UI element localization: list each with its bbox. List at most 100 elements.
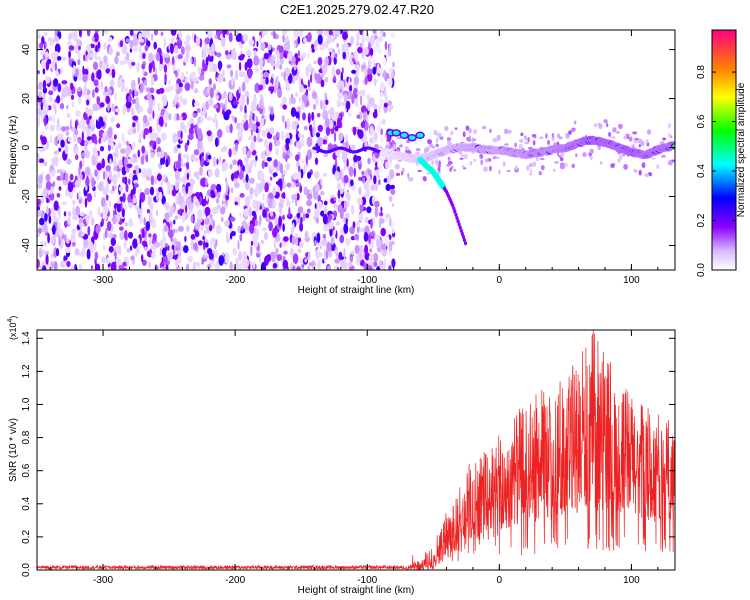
spectrogram-noise-cell (289, 151, 293, 158)
spectrogram-noise-cell (301, 134, 305, 140)
spectrogram-noise-cell (95, 224, 101, 234)
spectrogram-noise-cell (128, 202, 134, 209)
spectrogram-noise-cell (108, 246, 114, 253)
spectrogram-noise-cell (374, 200, 380, 208)
spectrogram-noise-cell (126, 248, 131, 253)
spectrogram-noise-cell (168, 79, 171, 86)
spectrogram-noise-cell (127, 231, 134, 239)
spectrogram-noise-cell (343, 223, 349, 235)
spectrogram-noise-cell (215, 183, 222, 194)
spectrogram-noise-cell (167, 186, 171, 195)
spectrogram-noise-cell (244, 156, 249, 163)
spectrogram-noise-cell (183, 125, 188, 134)
spectrogram-noise-cell (273, 159, 279, 168)
spectrogram-noise-cell (245, 181, 250, 191)
spectrogram-noise-cell (394, 163, 400, 170)
spectrogram-noise-cell (190, 123, 194, 130)
spectrogram-noise-cell (518, 139, 524, 143)
spectrogram-noise-cell (234, 142, 239, 152)
spectrogram-noise-cell (40, 101, 43, 111)
spectrogram-noise-cell (461, 165, 465, 168)
spectrogram-noise-cell (272, 262, 278, 269)
spectrogram-noise-cell (216, 128, 223, 138)
spectrogram-noise-cell (242, 145, 247, 156)
spectrogram-noise-cell (104, 170, 108, 180)
spectrogram-noise-cell (49, 207, 56, 214)
spectrogram-noise-cell (43, 40, 47, 50)
spectrogram-noise-cell (158, 186, 163, 193)
spectrogram-noise-cell (479, 153, 484, 159)
spectrogram-noise-cell (388, 241, 393, 252)
spectrogram-noise-cell (298, 165, 301, 173)
spectrogram-branch-cell (459, 228, 463, 233)
spectrogram-noise-cell (367, 68, 373, 75)
spectrogram-noise-cell (291, 122, 295, 131)
spectrogram-noise-cell (363, 46, 369, 56)
spectrogram-noise-cell (102, 90, 109, 97)
spectrogram-noise-cell (57, 56, 62, 61)
spectrogram-noise-cell (168, 113, 172, 121)
spectrogram-noise-cell (45, 180, 52, 191)
spectrogram-noise-cell (58, 147, 62, 152)
spectrogram-noise-cell (169, 85, 174, 92)
spectrogram-noise-cell (83, 54, 86, 62)
spectrogram-noise-cell (174, 215, 179, 220)
spectrogram-noise-cell (108, 71, 112, 78)
spectrogram-noise-cell (160, 181, 163, 187)
spectrogram-noise-cell (173, 145, 178, 154)
spectrogram-noise-cell (175, 266, 180, 270)
spectrogram-noise-cell (228, 148, 232, 158)
spectrogram-noise-cell (100, 80, 103, 90)
spectrogram-noise-cell (86, 248, 91, 260)
spectrogram-noise-cell (177, 54, 183, 60)
spectrogram-noise-cell (81, 131, 84, 142)
spectrogram-noise-cell (315, 183, 320, 193)
spectrogram-noise-cell (339, 227, 342, 236)
spectrogram-noise-cell (472, 129, 478, 135)
spectrogram-noise-cell (351, 206, 355, 215)
spectrogram-noise-cell (103, 42, 107, 51)
spectrogram-noise-cell (267, 44, 272, 51)
spectrogram-noise-cell (482, 126, 487, 130)
spectrogram-noise-cell (162, 266, 166, 270)
snr-plot-area[interactable] (37, 330, 675, 570)
spectrogram-noise-cell (616, 131, 620, 134)
spectrogram-noise-cell (146, 209, 151, 214)
spectrogram-noise-cell (427, 139, 432, 145)
spectrogram-noise-cell (284, 120, 287, 129)
spectrogram-noise-cell (297, 36, 301, 45)
spectrogram-noise-cell (313, 104, 316, 110)
spectrogram-noise-cell (93, 32, 99, 43)
spectrogram-noise-cell (199, 166, 203, 176)
spectrogram-noise-cell (137, 149, 141, 158)
spectrogram-noise-cell (216, 94, 219, 100)
spectrogram-noise-cell (353, 76, 359, 85)
spectrogram-noise-cell (272, 186, 277, 197)
spectrogram-marks (37, 30, 675, 270)
spectrogram-noise-cell (367, 169, 372, 175)
spectrogram-noise-cell (373, 77, 376, 87)
snr-y-tick-label: 1.2 (21, 364, 32, 378)
spectrogram-noise-cell (268, 142, 273, 152)
spectrogram-noise-cell (64, 172, 69, 182)
spectrogram-noise-cell (343, 174, 349, 184)
spectrogram-noise-cell (446, 164, 451, 167)
spectrogram-noise-cell (341, 80, 345, 92)
spectrogram-noise-cell (114, 184, 117, 191)
spectrogram-noise-cell (458, 151, 463, 155)
spectrogram-noise-cell (205, 153, 208, 163)
spectrogram-noise-cell (274, 216, 278, 227)
spectrogram-noise-cell (95, 45, 98, 53)
spectrogram-noise-cell (139, 198, 142, 210)
spectrogram-noise-cell (96, 96, 101, 105)
spectrogram-noise-cell (223, 77, 226, 82)
spectrogram-noise-cell (53, 150, 60, 155)
spectrogram-noise-cell (65, 247, 71, 254)
spectrogram-noise-cell (383, 178, 388, 183)
snr-panel: -300 -200 -100 0 100 0.0 0.2 0.4 0.6 0.8 1.0 1.2 1.… (7, 316, 676, 596)
spectrogram-noise-cell (75, 110, 81, 117)
spectrogram-noise-cell (354, 244, 360, 254)
spectrogram-noise-cell (252, 261, 256, 270)
spectrogram-noise-cell (495, 156, 500, 159)
spectrogram-noise-cell (55, 70, 59, 77)
